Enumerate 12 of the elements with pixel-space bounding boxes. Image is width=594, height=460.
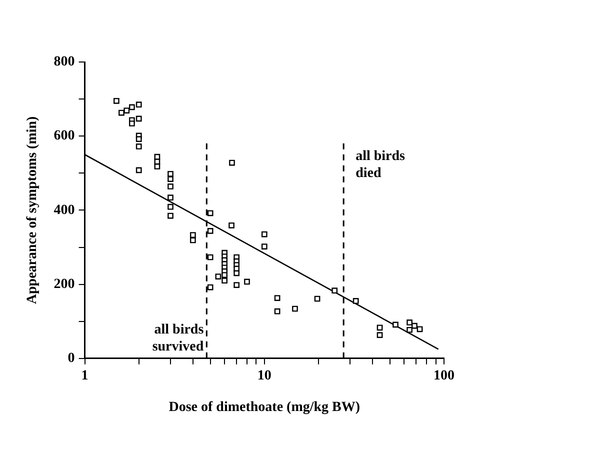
y-tick-label: 400 bbox=[54, 202, 75, 218]
y-tick-label: 800 bbox=[54, 54, 75, 70]
y-axis-title: Appearance of symptoms (min) bbox=[25, 116, 40, 304]
y-tick-label: 0 bbox=[68, 351, 75, 366]
x-tick-label: 1 bbox=[81, 368, 88, 384]
ref-line-label: all birds died bbox=[356, 148, 406, 181]
ref-line-label: all birds survived bbox=[152, 322, 204, 354]
y-tick-label: 600 bbox=[54, 128, 75, 144]
x-axis-title: Dose of dimethoate (mg/kg BW) bbox=[168, 400, 360, 416]
x-tick-label: 100 bbox=[434, 368, 454, 384]
x-tick-label: 10 bbox=[257, 368, 272, 384]
y-tick-label: 200 bbox=[54, 276, 75, 292]
